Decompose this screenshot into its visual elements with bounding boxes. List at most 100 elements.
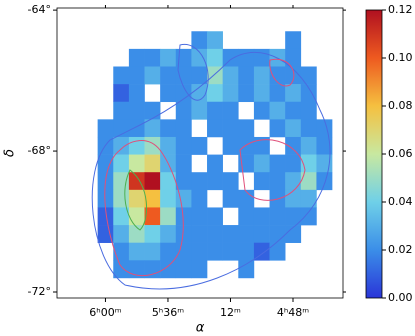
heatmap-cell	[238, 189, 255, 208]
heatmap-cell	[238, 207, 255, 226]
heatmap-cell	[269, 154, 286, 173]
heatmap-cell	[207, 172, 223, 191]
y-axis-label: δ	[3, 149, 18, 157]
heatmap-cell	[175, 101, 192, 120]
heatmap-cell	[222, 172, 239, 191]
heatmap-cell	[300, 172, 317, 191]
heatmap-cell	[113, 154, 130, 173]
heatmap-cell	[97, 189, 114, 208]
x-tick-label: 12ᵐ	[220, 306, 241, 319]
heatmap-cell	[285, 101, 302, 120]
heatmap-cell	[144, 189, 161, 208]
heatmap-cell	[238, 84, 255, 103]
heatmap-cell	[175, 154, 192, 173]
heatmap-cell	[175, 207, 192, 226]
heatmap-cell	[285, 189, 302, 208]
heatmap-cell	[144, 242, 161, 261]
heatmap-cell	[128, 84, 145, 103]
heatmap-cell	[222, 48, 239, 67]
heatmap-cell	[191, 172, 208, 191]
heatmap-cell	[113, 207, 130, 226]
heatmap-cell	[238, 225, 255, 243]
heatmap-cell	[300, 66, 317, 85]
x-tick-label: 6ʰ00ᵐ	[89, 306, 121, 319]
heatmap-cell	[113, 260, 130, 279]
heatmap-cell	[207, 101, 223, 120]
heatmap-cell	[128, 242, 145, 261]
x-tick-label: 5ʰ36ᵐ	[152, 306, 184, 319]
heatmap-cell	[222, 84, 239, 103]
heatmap-cell	[253, 207, 270, 226]
heatmap-cell	[144, 119, 161, 138]
colorbar-tick-label: 0.06	[388, 147, 413, 160]
heatmap-cell	[300, 207, 317, 226]
heatmap-cell	[175, 136, 192, 155]
heatmap-cell	[175, 66, 192, 85]
heatmap-cell	[207, 31, 223, 50]
heatmap-cell	[191, 31, 208, 50]
heatmap-cell	[97, 154, 114, 173]
colorbar	[365, 9, 383, 299]
heatmap-cell	[128, 66, 145, 85]
heatmap-cell	[238, 260, 255, 279]
heatmap-cell	[128, 101, 145, 120]
heatmap-cell	[316, 172, 333, 191]
heatmap-cell	[253, 242, 270, 261]
heatmap-cell	[113, 84, 130, 103]
heatmap-cell	[160, 260, 177, 279]
heatmap-cell	[269, 84, 286, 103]
heatmap-cell	[285, 207, 302, 226]
heatmap-cell	[285, 84, 302, 103]
heatmap-cell	[175, 119, 192, 138]
heatmap-cell	[207, 242, 223, 261]
heatmap-cell	[300, 119, 317, 138]
heatmap-cell	[269, 119, 286, 138]
heatmap-cell	[285, 31, 302, 50]
colorbar-tick-label: 0.10	[388, 51, 413, 64]
heatmap-cell	[128, 154, 145, 173]
heatmap-cell	[253, 48, 270, 67]
heatmap-cell	[285, 154, 302, 173]
heatmap-cell	[191, 48, 208, 67]
heatmap-cell	[269, 207, 286, 226]
heatmap-cell	[207, 154, 223, 173]
plot-frame	[56, 7, 344, 299]
heatmap-cell	[144, 66, 161, 85]
heatmap-cell	[144, 172, 161, 191]
heatmap-cell	[253, 101, 270, 120]
heatmap-cell	[160, 225, 177, 243]
heatmap-cell	[207, 119, 223, 138]
x-tick-label: 4ʰ48ᵐ	[277, 306, 309, 319]
heatmap-cell	[269, 172, 286, 191]
heatmap-cell	[144, 154, 161, 173]
heatmap-cell	[191, 207, 208, 226]
heatmap-cell	[253, 84, 270, 103]
heatmap-cell	[160, 84, 177, 103]
heatmap-cell	[97, 207, 114, 226]
heatmap-cell	[175, 225, 192, 243]
heatmap-cell	[222, 66, 239, 85]
heatmap-cell	[113, 101, 130, 120]
heatmap-cell	[238, 48, 255, 67]
heatmap-cell	[175, 260, 192, 279]
heatmap-cell	[285, 136, 302, 155]
heatmap-cell	[160, 119, 177, 138]
heatmap-cell	[113, 66, 130, 85]
heatmap	[97, 31, 333, 279]
heatmap-cell	[285, 225, 302, 243]
heatmap-cell	[175, 84, 192, 103]
heatmap-cell	[113, 136, 130, 155]
heatmap-cell	[238, 66, 255, 85]
colorbar-tick-label: 0.08	[388, 99, 413, 112]
heatmap-cell	[253, 136, 270, 155]
heatmap-cell	[144, 260, 161, 279]
heatmap-cell	[300, 189, 317, 208]
heatmap-cell	[191, 136, 208, 155]
heatmap-cell	[285, 172, 302, 191]
heatmap-cell	[113, 242, 130, 261]
heatmap-cell	[238, 136, 255, 155]
colorbar-tick-label: 0.04	[388, 195, 413, 208]
heatmap-cell	[285, 48, 302, 67]
heatmap-cell	[207, 225, 223, 243]
heatmap-cell	[113, 225, 130, 243]
